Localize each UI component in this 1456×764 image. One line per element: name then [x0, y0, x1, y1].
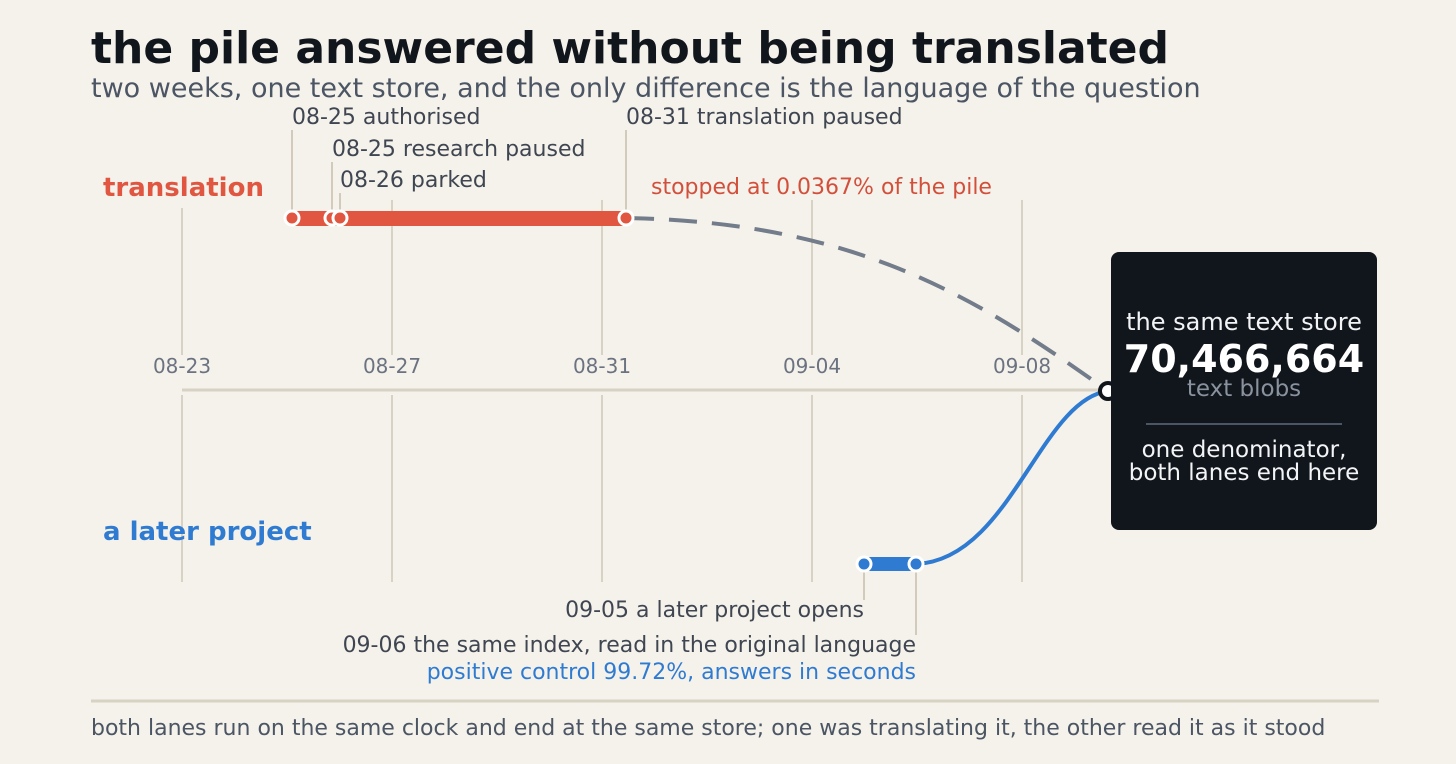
event-marker — [283, 209, 301, 227]
event-label-later-project-opens: 09-05 a later project opens — [565, 598, 864, 623]
footer-caption: both lanes run on the same clock and end… — [91, 716, 1325, 741]
axis-tick-label: 08-27 — [363, 354, 421, 378]
axis-tick-label: 09-04 — [783, 354, 841, 378]
event-marker — [331, 209, 349, 227]
axis-tick-label: 08-31 — [573, 354, 631, 378]
event-label-parked: 08-26 parked — [340, 168, 487, 193]
text-store-card: the same text store 70,466,664 text blob… — [1111, 252, 1377, 530]
axis-tick-label: 09-08 — [993, 354, 1051, 378]
event-label-research-paused: 08-25 research paused — [332, 137, 585, 162]
translation-to-store-connector — [625, 216, 1110, 393]
event-marker — [907, 555, 925, 573]
lane-label-later-project: a later project — [103, 517, 312, 547]
event-marker — [617, 209, 635, 227]
card-blob-count: 70,466,664 — [1124, 337, 1364, 381]
later-project-note: positive control 99.72%, answers in seco… — [427, 660, 916, 685]
page-title: the pile answered without being translat… — [91, 23, 1169, 74]
page-subtitle: two weeks, one text store, and the only … — [91, 73, 1201, 104]
card-heading: the same text store — [1126, 308, 1362, 336]
event-label-same-index: 09-06 the same index, read in the origin… — [343, 633, 916, 658]
event-marker — [855, 555, 873, 573]
later-to-store-connector — [915, 389, 1109, 566]
translation-lane-bar — [292, 211, 626, 226]
card-caption-line1: one denominator, — [1142, 437, 1347, 463]
event-label-authorised: 08-25 authorised — [292, 105, 481, 130]
lane-label-translation: translation — [103, 173, 264, 203]
later-project-lane-bar — [864, 557, 916, 571]
axis-tick-label: 08-23 — [153, 354, 211, 378]
card-caption-line2: both lanes end here — [1129, 460, 1360, 486]
card-unit: text blobs — [1187, 376, 1301, 402]
event-label-translation-paused: 08-31 translation paused — [626, 105, 903, 130]
translation-stopped-note: stopped at 0.0367% of the pile — [651, 175, 992, 200]
